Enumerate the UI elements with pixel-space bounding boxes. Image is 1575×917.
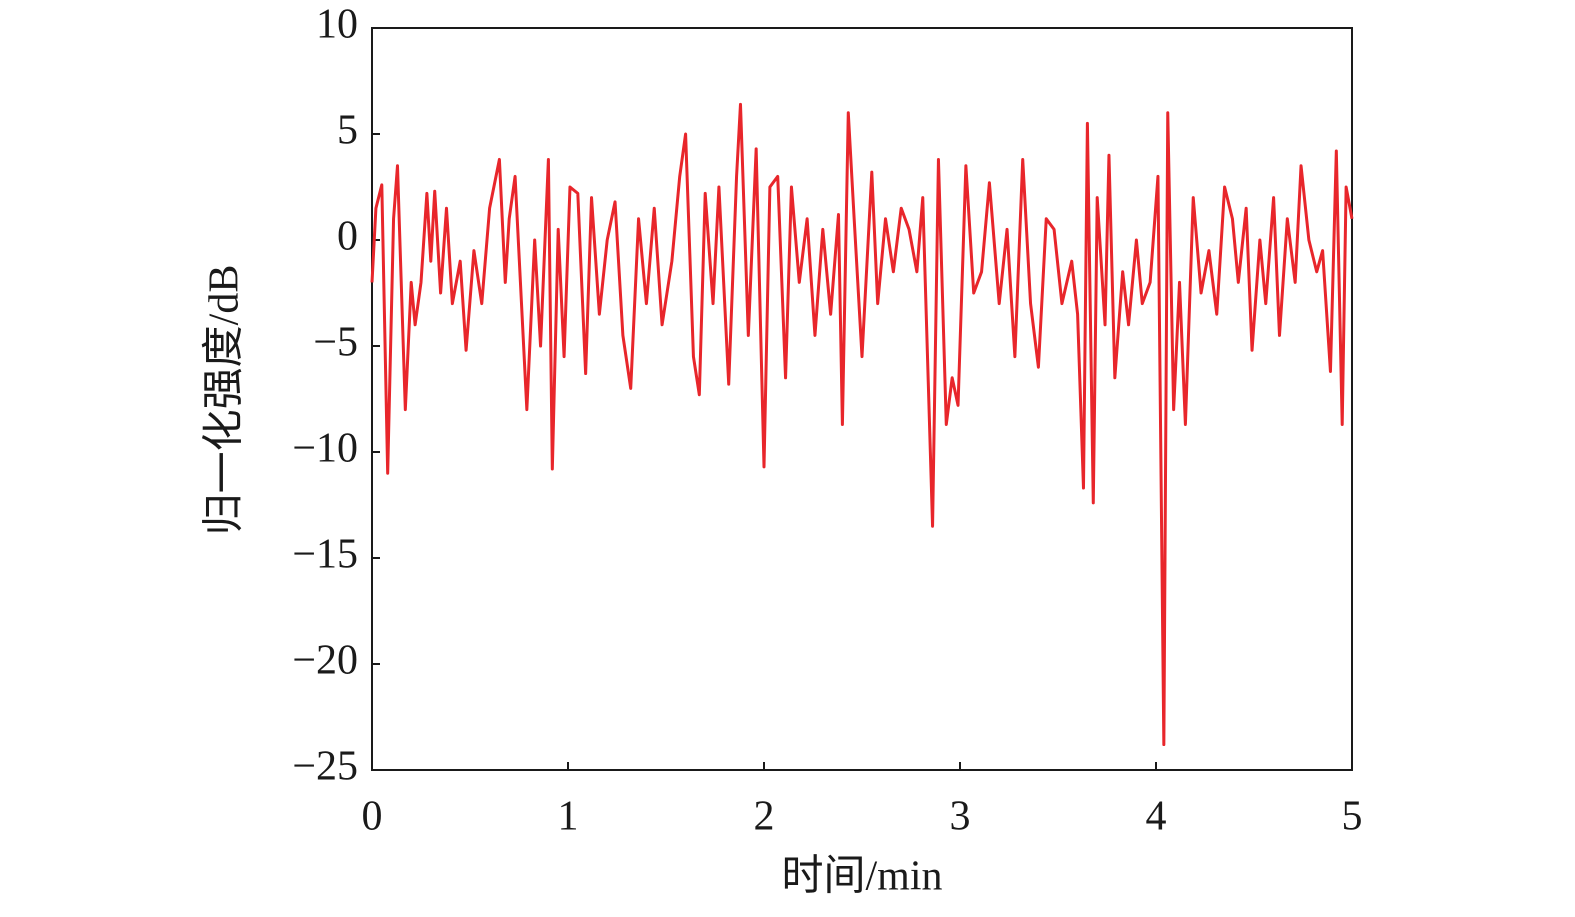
x-tick-label: 3 bbox=[950, 794, 971, 840]
y-tick-label: −10 bbox=[292, 426, 358, 472]
y-tick-label: −15 bbox=[292, 532, 358, 578]
y-tick-label: −25 bbox=[292, 744, 358, 790]
y-tick-label: 5 bbox=[337, 108, 358, 154]
x-tick-label: 0 bbox=[362, 794, 383, 840]
x-tick-label: 1 bbox=[558, 794, 579, 840]
x-axis-label: 时间/min bbox=[781, 854, 942, 900]
plot-frame bbox=[371, 27, 1353, 771]
y-axis-label: 归一化强度/dB bbox=[202, 265, 248, 536]
x-tick-label: 5 bbox=[1342, 794, 1363, 840]
x-tick-label: 2 bbox=[754, 794, 775, 840]
y-tick-label: 10 bbox=[316, 2, 358, 48]
y-tick-label: −20 bbox=[292, 638, 358, 684]
x-tick-label: 4 bbox=[1146, 794, 1167, 840]
y-tick-label: −5 bbox=[313, 320, 358, 366]
data-line bbox=[370, 102, 1354, 747]
y-tick-label: 0 bbox=[337, 214, 358, 260]
